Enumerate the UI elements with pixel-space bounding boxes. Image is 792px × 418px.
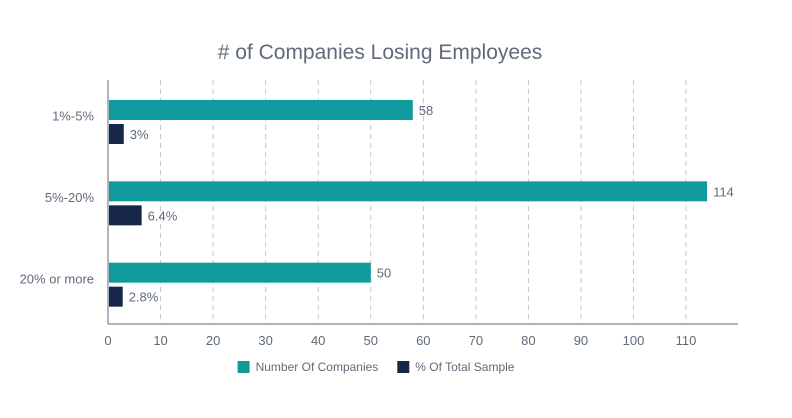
x-tick-label: 30 <box>258 333 272 348</box>
bars <box>109 100 708 307</box>
data-label: 50 <box>377 266 391 281</box>
bar-percent-total-sample[interactable] <box>109 124 124 144</box>
legend-swatch <box>237 361 250 373</box>
legend-label[interactable]: Number Of Companies <box>256 360 379 374</box>
x-tick-label: 70 <box>469 333 483 348</box>
labels: 0 10 20 30 40 50 60 70 80 90 100 110 1%-5% 58 3% 5%-20%… <box>20 103 734 348</box>
bar-percent-total-sample[interactable] <box>109 286 123 307</box>
x-tick-label: 100 <box>623 333 645 348</box>
bar-number-of-companies[interactable] <box>109 181 708 202</box>
x-tick-label: 0 <box>104 333 111 348</box>
y-category-label: 20% or more <box>20 271 94 286</box>
legend-swatch <box>397 361 410 373</box>
x-tick-label: 90 <box>574 333 588 348</box>
data-label: 114 <box>713 184 734 199</box>
legend[interactable]: Number Of Companies % Of Total Sample <box>237 360 515 374</box>
legend-label[interactable]: % Of Total Sample <box>415 360 514 374</box>
x-tick-label: 10 <box>153 333 167 348</box>
data-label: 3% <box>130 127 149 142</box>
bar-percent-total-sample[interactable] <box>109 205 142 226</box>
data-label: 6.4% <box>148 208 178 223</box>
axes <box>107 80 738 325</box>
chart-title: # of Companies Losing Employees <box>218 41 543 64</box>
data-label: 2.8% <box>129 290 159 305</box>
x-tick-label: 20 <box>206 333 220 348</box>
x-tick-label: 50 <box>364 333 378 348</box>
grid-lines <box>160 80 687 324</box>
data-label: 58 <box>419 103 433 118</box>
x-tick-label: 40 <box>311 333 325 348</box>
x-tick-label: 110 <box>676 333 697 348</box>
bar-number-of-companies[interactable] <box>109 100 413 120</box>
x-tick-label: 80 <box>521 333 535 348</box>
x-tick-label: 60 <box>416 333 430 348</box>
bar-number-of-companies[interactable] <box>109 262 371 283</box>
y-category-label: 5%-20% <box>45 190 95 205</box>
y-category-label: 1%-5% <box>52 109 94 124</box>
